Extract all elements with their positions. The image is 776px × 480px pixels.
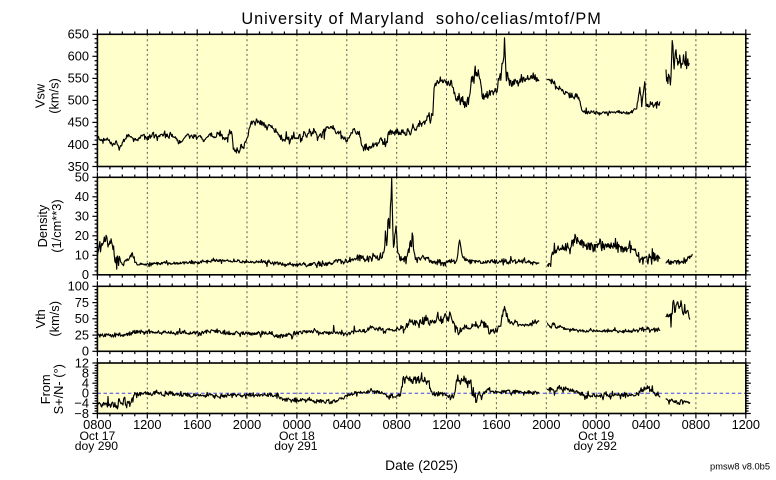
svg-text:1200: 1200: [432, 417, 460, 432]
svg-text:doy 292: doy 292: [574, 439, 618, 453]
svg-text:20: 20: [75, 228, 89, 243]
svg-text:University of Maryland soho/c: University of Maryland soho/celias/mtof/…: [241, 10, 602, 28]
svg-text:500: 500: [68, 93, 89, 108]
svg-text:4: 4: [82, 376, 89, 391]
svg-text:0000: 0000: [582, 417, 610, 432]
svg-text:−4: −4: [74, 396, 89, 411]
svg-text:0000: 0000: [283, 417, 311, 432]
svg-text:1200: 1200: [732, 417, 760, 432]
svg-text:0400: 0400: [632, 417, 660, 432]
svg-text:25: 25: [75, 327, 89, 342]
svg-text:Oct 19: Oct 19: [578, 429, 614, 443]
svg-text:600: 600: [68, 49, 89, 64]
svg-text:Vth: Vth: [33, 309, 48, 328]
svg-text:1600: 1600: [482, 417, 510, 432]
svg-text:2000: 2000: [233, 417, 261, 432]
svg-text:650: 650: [68, 27, 89, 42]
svg-text:400: 400: [68, 137, 89, 152]
svg-text:0800: 0800: [382, 417, 410, 432]
svg-text:(km/s): (km/s): [47, 78, 62, 114]
svg-text:doy 291: doy 291: [274, 439, 318, 453]
svg-text:1200: 1200: [133, 417, 161, 432]
svg-text:30: 30: [75, 209, 89, 224]
svg-text:12: 12: [75, 355, 89, 370]
svg-text:(km/s): (km/s): [47, 301, 62, 337]
svg-text:(1/cm**3): (1/cm**3): [49, 199, 64, 252]
svg-text:−8: −8: [74, 406, 89, 421]
svg-text:550: 550: [68, 71, 89, 86]
svg-text:10: 10: [75, 248, 89, 263]
svg-text:8: 8: [82, 365, 89, 380]
svg-text:Oct 17: Oct 17: [79, 429, 115, 443]
svg-text:50: 50: [75, 311, 89, 326]
svg-text:50: 50: [75, 170, 89, 185]
svg-text:Density: Density: [35, 204, 50, 247]
svg-text:0: 0: [82, 344, 89, 359]
svg-text:Oct 18: Oct 18: [279, 429, 315, 443]
svg-text:40: 40: [75, 189, 89, 204]
svg-text:75: 75: [75, 295, 89, 310]
svg-text:Vsw: Vsw: [33, 83, 48, 108]
svg-text:0400: 0400: [333, 417, 361, 432]
svg-text:Date (2025): Date (2025): [385, 458, 458, 473]
svg-text:0: 0: [82, 267, 89, 282]
svg-text:S+/N- (°): S+/N- (°): [51, 364, 66, 414]
svg-text:1600: 1600: [183, 417, 211, 432]
svg-text:0800: 0800: [83, 417, 111, 432]
svg-text:pmsw8 v8.0b5: pmsw8 v8.0b5: [710, 462, 770, 472]
svg-text:100: 100: [68, 279, 89, 294]
svg-text:From: From: [38, 374, 53, 404]
svg-text:450: 450: [68, 115, 89, 130]
svg-text:350: 350: [68, 159, 89, 174]
svg-text:0: 0: [82, 386, 89, 401]
svg-text:0800: 0800: [682, 417, 710, 432]
svg-text:doy 290: doy 290: [75, 439, 119, 453]
svg-text:2000: 2000: [532, 417, 560, 432]
